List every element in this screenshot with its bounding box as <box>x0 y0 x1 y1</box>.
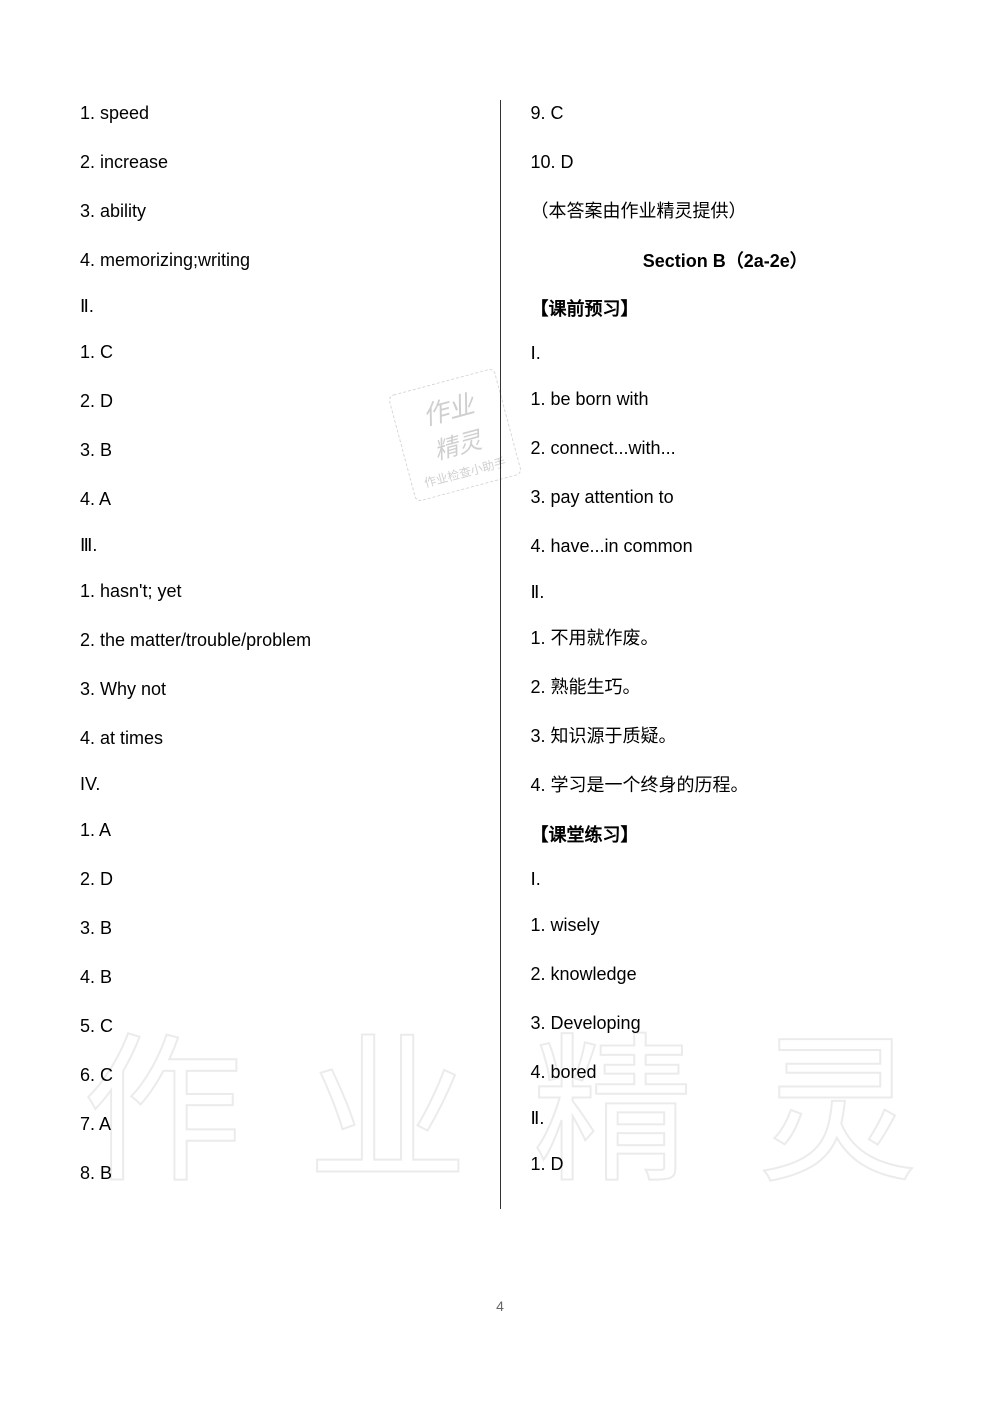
answer-item: 2. D <box>80 866 470 893</box>
answer-item: 4. at times <box>80 725 470 752</box>
section-numeral: Ⅰ. <box>531 343 921 364</box>
answer-item: 2. D <box>80 388 470 415</box>
answer-item: 2. the matter/trouble/problem <box>80 627 470 654</box>
answer-item: 1. hasn't; yet <box>80 578 470 605</box>
answer-item: 1. C <box>80 339 470 366</box>
answer-item: 1. be born with <box>531 386 921 413</box>
section-heading: 【课堂练习】 <box>531 821 921 847</box>
answer-item: 4. B <box>80 964 470 991</box>
section-numeral: Ⅱ. <box>531 1108 921 1129</box>
answer-item: 2. connect...with... <box>531 435 921 462</box>
section-heading: 【课前预习】 <box>531 295 921 321</box>
answer-item: 3. Why not <box>80 676 470 703</box>
answer-item: 1. D <box>531 1151 921 1178</box>
section-numeral: IV. <box>80 774 470 795</box>
answer-item: 1. speed <box>80 100 470 127</box>
answer-item: 3. ability <box>80 198 470 225</box>
right-column: 9. C 10. D （本答案由作业精灵提供） Section B（2a-2e）… <box>500 100 921 1209</box>
answer-item: 1. 不用就作废。 <box>531 625 921 652</box>
credit-text: （本答案由作业精灵提供） <box>531 198 921 225</box>
section-title: Section B（2a-2e） <box>531 247 921 273</box>
answer-item: 4. memorizing;writing <box>80 247 470 274</box>
section-numeral: Ⅱ. <box>531 582 921 603</box>
answer-item: 3. pay attention to <box>531 484 921 511</box>
answer-item: 2. knowledge <box>531 961 921 988</box>
answer-item: 3. Developing <box>531 1010 921 1037</box>
page-content: 1. speed 2. increase 3. ability 4. memor… <box>0 0 1000 1249</box>
section-numeral: Ⅰ. <box>531 869 921 890</box>
answer-item: 1. wisely <box>531 912 921 939</box>
left-column: 1. speed 2. increase 3. ability 4. memor… <box>80 100 500 1209</box>
answer-item: 4. bored <box>531 1059 921 1086</box>
page-number: 4 <box>496 1298 504 1314</box>
answer-item: 2. 熟能生巧。 <box>531 674 921 701</box>
answer-item: 3. 知识源于质疑。 <box>531 723 921 750</box>
answer-item: 9. C <box>531 100 921 127</box>
answer-item: 8. B <box>80 1160 470 1187</box>
answer-item: 4. A <box>80 486 470 513</box>
answer-item: 5. C <box>80 1013 470 1040</box>
answer-item: 6. C <box>80 1062 470 1089</box>
section-numeral: Ⅱ. <box>80 296 470 317</box>
answer-item: 3. B <box>80 437 470 464</box>
answer-item: 4. have...in common <box>531 533 921 560</box>
answer-item: 7. A <box>80 1111 470 1138</box>
answer-item: 10. D <box>531 149 921 176</box>
section-numeral: Ⅲ. <box>80 535 470 556</box>
answer-item: 1. A <box>80 817 470 844</box>
answer-item: 4. 学习是一个终身的历程。 <box>531 772 921 799</box>
answer-item: 2. increase <box>80 149 470 176</box>
answer-item: 3. B <box>80 915 470 942</box>
